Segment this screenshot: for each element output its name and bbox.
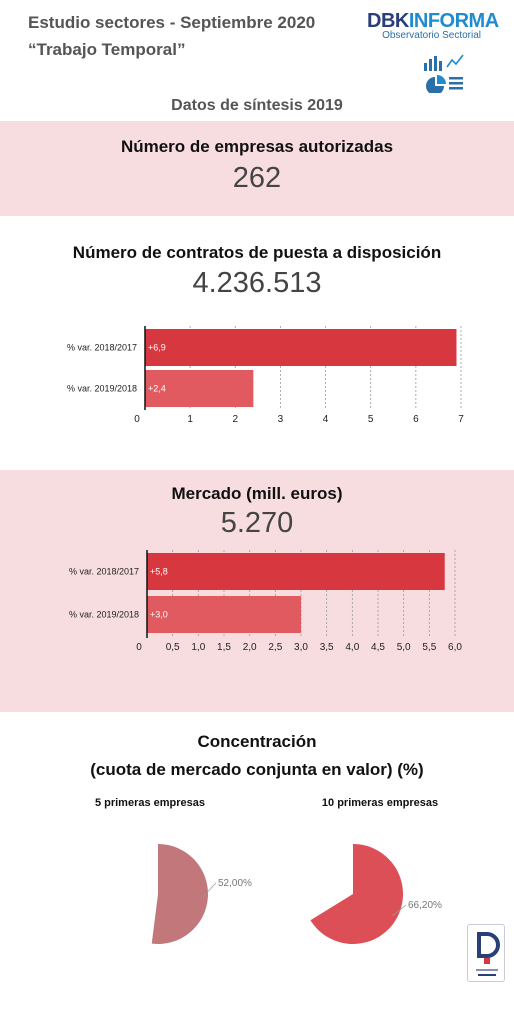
mercado-x-tick-label: 4,0 (345, 642, 359, 653)
contratos-data-label: +2,4 (148, 384, 166, 394)
mercado-bar-chart: 0 0,5 1,0 1,5 2,0 2,5 3,0 3,5 4,0 4,5 5,0 5,5 6,0 +5,… (69, 550, 462, 653)
mercado-x-tick-label: 5,5 (422, 642, 436, 653)
contratos-category-label: % var. 2018/2017 (67, 343, 137, 353)
pie-chart-10-empresas: 66,20% (310, 844, 442, 944)
contratos-x-tick-label: 1 (187, 414, 193, 425)
pie1-slice (151, 844, 208, 944)
footer-logo (467, 924, 505, 982)
contratos-x-tick-label: 7 (458, 414, 464, 425)
mercado-x-tick-label: 4,5 (371, 642, 385, 653)
pie1-label: 5 primeras empresas (94, 797, 206, 809)
brand-logo: DBKINFORMA Observatorio Sectorial (367, 10, 499, 41)
mercado-x-tick-label: 2,5 (268, 642, 282, 653)
contratos-bar-chart: 0 1 2 3 4 5 6 7 +6,9 % var. 2018/2017 +2,4 % var. 2… (67, 326, 464, 425)
mercado-x-tick-label: 5,0 (397, 642, 411, 653)
header: Estudio sectores - Septiembre 2020 “Trab… (0, 0, 514, 95)
mercado-x-tick-label: 3,5 (320, 642, 334, 653)
contratos-x-tick-label: 5 (368, 414, 374, 425)
mercado-data-label: +5,8 (150, 567, 168, 577)
analytics-icon (424, 54, 464, 93)
mercado-category-label: % var. 2018/2017 (69, 567, 139, 577)
contratos-x-tick-label: 0 (134, 414, 140, 425)
contratos-x-tick-label: 6 (413, 414, 419, 425)
brand-subtitle: Observatorio Sectorial (382, 30, 481, 41)
pie1-data-label: 52,00% (218, 878, 252, 889)
pie2-leader-line (392, 904, 407, 917)
contratos-x-tick-label: 4 (323, 414, 329, 425)
contratos-x-tick-label: 2 (233, 414, 239, 425)
contratos-category-label: % var. 2019/2018 (67, 384, 137, 394)
mercado-x-tick-label: 0 (136, 642, 142, 653)
contratos-x-tick-label: 3 (278, 414, 284, 425)
brand-name-part2: INFORMA (408, 10, 499, 32)
mercado-title: Mercado (mill. euros) (171, 484, 343, 503)
mercado-x-tick-label: 6,0 (448, 642, 462, 653)
synthesis-title: Datos de síntesis 2019 (171, 97, 343, 114)
report-subtitle: “Trabajo Temporal” (28, 40, 186, 59)
pie1-leader-line (202, 882, 217, 898)
report-title: Estudio sectores - Septiembre 2020 (28, 13, 316, 32)
pie2-slice (310, 844, 403, 944)
mercado-bar (147, 596, 301, 633)
contratos-title: Número de contratos de puesta a disposic… (72, 243, 442, 262)
mercado-category-label: % var. 2019/2018 (69, 610, 139, 620)
empresas-title: Número de empresas autorizadas (120, 137, 394, 156)
mercado-x-tick-label: 0,5 (166, 642, 180, 653)
empresas-value: 262 (232, 162, 282, 194)
empresas-band (0, 121, 514, 216)
mercado-x-tick-label: 3,0 (294, 642, 308, 653)
pie-chart-5-empresas: 52,00% (151, 844, 252, 944)
informa-d-icon (476, 932, 500, 976)
mercado-x-tick-label: 1,0 (191, 642, 205, 653)
mercado-value: 5.270 (220, 507, 294, 539)
mercado-bar (147, 553, 445, 590)
pie2-label: 10 primeras empresas (321, 797, 439, 809)
contratos-bar (145, 370, 254, 407)
mercado-x-tick-label: 2,0 (243, 642, 257, 653)
contratos-value: 4.236.513 (192, 267, 322, 299)
contratos-data-label: +6,9 (148, 343, 166, 353)
concentracion-subtitle: (cuota de mercado conjunta en valor) (%) (90, 760, 424, 779)
brand-name-part1: DBK (367, 10, 409, 32)
mercado-band (0, 470, 514, 712)
contratos-bar (145, 329, 457, 366)
mercado-x-tick-label: 1,5 (217, 642, 231, 653)
mercado-data-label: +3,0 (150, 610, 168, 620)
concentracion-title: Concentración (197, 732, 317, 751)
pie2-data-label: 66,20% (408, 900, 442, 911)
